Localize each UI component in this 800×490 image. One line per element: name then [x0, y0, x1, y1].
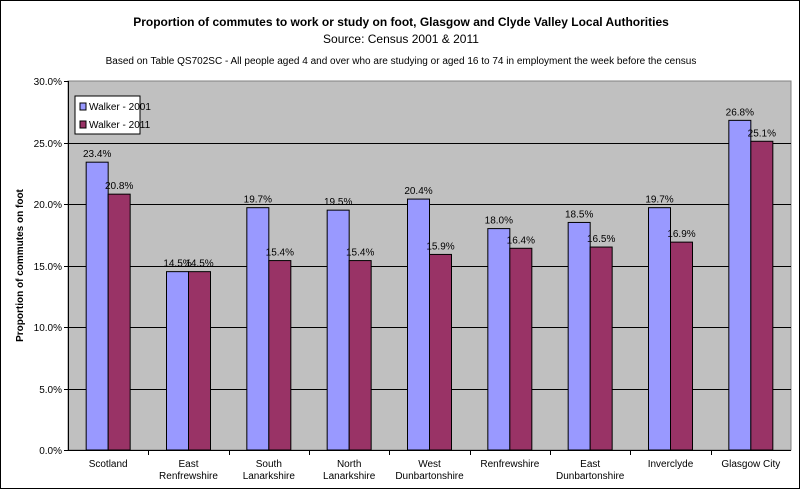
bar-2011: [750, 140, 774, 451]
bar-2001: [85, 161, 109, 451]
data-label-2011: 14.5%: [185, 259, 213, 270]
data-label-2001: 26.8%: [726, 107, 754, 118]
x-category-label: Dunbartonshire: [556, 471, 625, 482]
bar-2001: [567, 221, 591, 451]
chart-note: Based on Table QS702SC - All people aged…: [105, 56, 697, 67]
data-label-2001: 23.4%: [83, 149, 111, 160]
data-label-2011: 20.8%: [105, 181, 133, 192]
data-label-2001: 14.5%: [163, 259, 191, 270]
bar-2001: [407, 198, 430, 451]
x-category-label: East: [178, 459, 198, 470]
y-tick-label: 0.0%: [39, 446, 62, 457]
bar-2011: [670, 241, 693, 451]
bar-2001: [326, 209, 350, 451]
data-label-2001: 19.7%: [244, 195, 272, 206]
x-category-label: Dunbartonshire: [395, 471, 464, 482]
bar-2001: [487, 228, 511, 451]
x-category-label: Renfrewshire: [480, 459, 539, 470]
legend-label-2001: Walker - 2001: [89, 102, 151, 113]
bar-2011: [107, 193, 131, 451]
x-category-label: West: [418, 459, 441, 470]
y-tick-label: 5.0%: [39, 385, 62, 396]
x-category-label: Lanarkshire: [243, 471, 296, 482]
data-label-2001: 19.5%: [324, 197, 352, 208]
bar-2011: [509, 247, 533, 451]
data-label-2011: 16.9%: [667, 229, 695, 240]
data-label-2001: 18.5%: [565, 209, 593, 220]
chart-subtitle: Source: Census 2001 & 2011: [323, 32, 479, 46]
bar-2011: [589, 246, 613, 451]
data-label-2001: 20.4%: [404, 186, 432, 197]
x-category-label: North: [337, 459, 361, 470]
bar-2011: [188, 271, 211, 451]
x-category-label: Scotland: [89, 459, 128, 470]
y-tick-label: 15.0%: [34, 262, 62, 273]
data-label-2001: 18.0%: [485, 216, 513, 227]
legend-swatch-2001: [79, 102, 87, 111]
y-tick-label: 10.0%: [34, 323, 62, 334]
data-label-2011: 15.9%: [426, 241, 454, 252]
bar-2011: [268, 260, 292, 451]
data-label-2001: 19.7%: [645, 195, 673, 206]
data-label-2011: 16.5%: [587, 234, 615, 245]
bar-2001: [728, 119, 752, 451]
y-tick-label: 25.0%: [34, 139, 62, 150]
y-tick-label: 20.0%: [34, 200, 62, 211]
bar-2001: [246, 207, 270, 451]
legend-swatch-2011: [79, 120, 87, 129]
chart-title: Proportion of commutes to work or study …: [133, 15, 669, 29]
y-axis-title: Proportion of commutes on foot: [15, 188, 26, 341]
data-label-2011: 15.4%: [346, 248, 374, 259]
bar-2001: [648, 207, 671, 451]
data-label-2011: 15.4%: [266, 248, 294, 259]
legend-label-2011: Walker - 2011: [89, 120, 151, 131]
x-category-label: East: [580, 459, 600, 470]
x-category-label: Lanarkshire: [323, 471, 376, 482]
bar-2011: [429, 253, 452, 451]
y-tick-label: 30.0%: [34, 77, 62, 88]
data-label-2011: 16.4%: [507, 235, 535, 246]
x-category-label: South: [256, 459, 282, 470]
x-category-label: Renfrewshire: [159, 471, 218, 482]
bar-2001: [166, 271, 189, 451]
x-category-label: Glasgow City: [721, 459, 780, 470]
x-category-label: Inverclyde: [648, 459, 694, 470]
data-label-2011: 25.1%: [748, 128, 776, 139]
bar-2011: [348, 260, 372, 451]
